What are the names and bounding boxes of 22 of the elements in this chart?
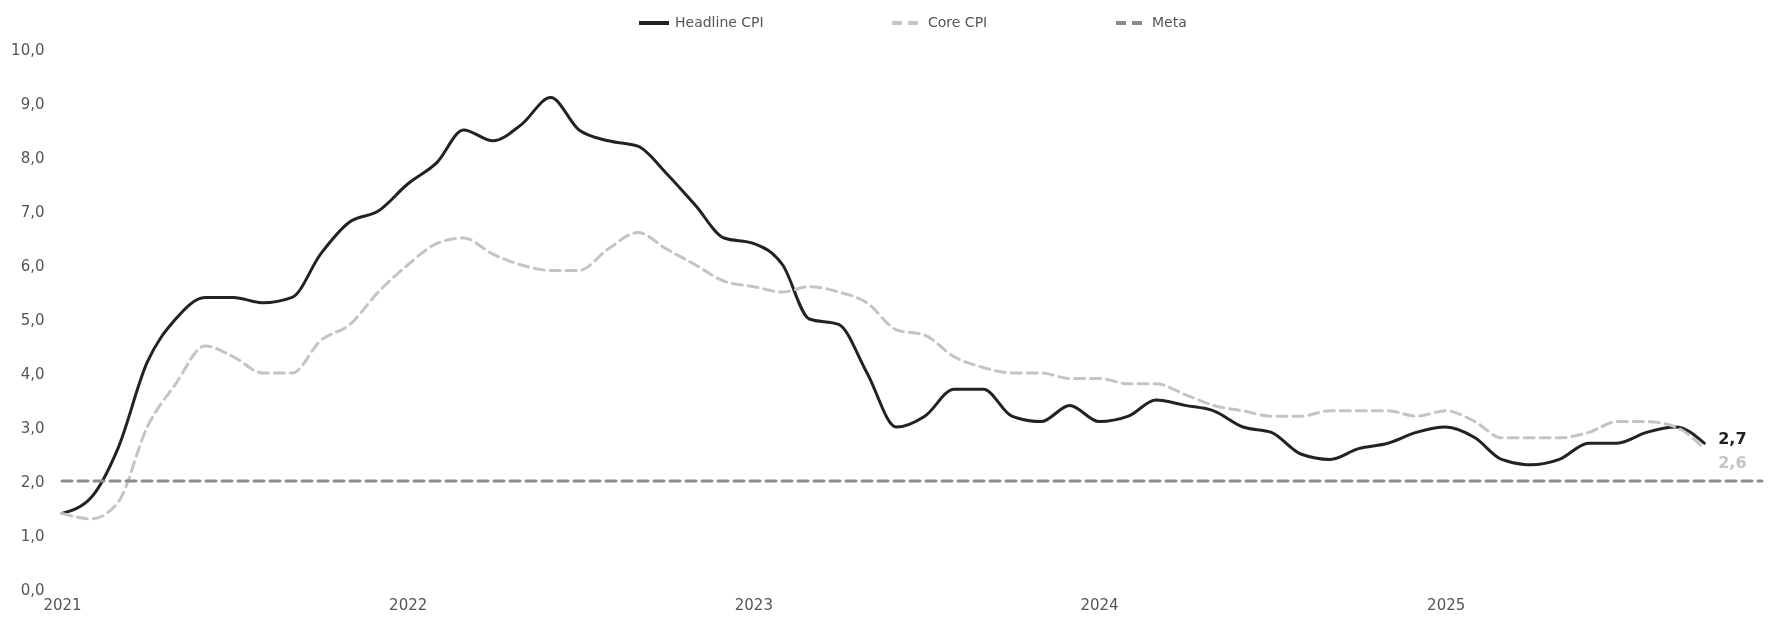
legend-label: Meta — [1152, 14, 1187, 30]
y-tick-label: 6,0 — [20, 256, 45, 275]
x-tick-label: 2022 — [389, 595, 428, 614]
y-tick-label: 9,0 — [20, 94, 45, 113]
x-tick-label: 2025 — [1427, 595, 1466, 614]
y-tick-label: 4,0 — [20, 364, 45, 383]
data-label: 2,6 — [1718, 452, 1747, 472]
line-series — [60, 96, 1706, 515]
legend-label: Core CPI — [928, 14, 988, 30]
y-tick-label: 7,0 — [20, 202, 45, 221]
y-tick-label: 2,0 — [20, 472, 45, 491]
x-tick-label: 2021 — [43, 595, 82, 614]
legend-label: Headline CPI — [675, 14, 764, 30]
y-tick-label: 5,0 — [20, 310, 45, 329]
data-label: 2,7 — [1718, 429, 1747, 449]
y-tick-label: 10,0 — [11, 40, 45, 59]
y-tick-label: 8,0 — [20, 148, 45, 167]
y-tick-label: 1,0 — [20, 526, 45, 545]
x-tick-label: 2023 — [734, 595, 773, 614]
y-tick-label: 3,0 — [20, 418, 45, 437]
y-tick-label: 0,0 — [20, 580, 45, 599]
x-tick-label: 2024 — [1080, 595, 1119, 614]
